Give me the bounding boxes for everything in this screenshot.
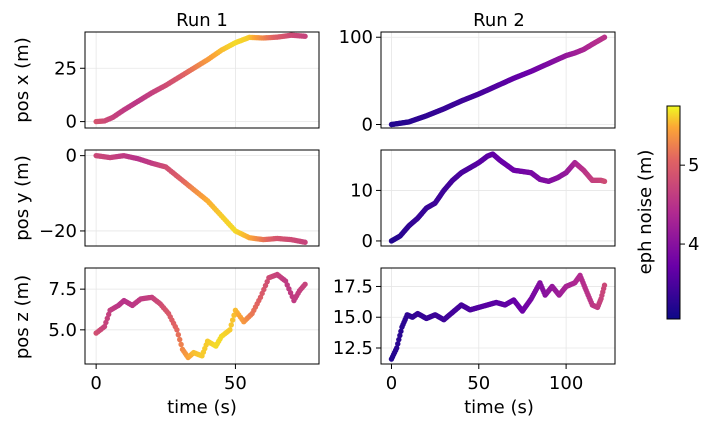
y-tick-label: 15.0 bbox=[333, 307, 373, 328]
data-point bbox=[395, 341, 401, 347]
data-point bbox=[177, 336, 183, 343]
plot-frame bbox=[84, 267, 320, 365]
data-point bbox=[227, 327, 233, 333]
data-point bbox=[302, 281, 308, 287]
plot-frame bbox=[84, 31, 320, 129]
ylabel-pos-z: pos z (m) bbox=[12, 275, 33, 359]
plot-frame bbox=[380, 267, 616, 365]
ylabel-pos-y: pos y (m) bbox=[12, 155, 33, 241]
data-point bbox=[175, 332, 182, 338]
data-point bbox=[302, 33, 308, 39]
x-tick-label: 100 bbox=[549, 373, 583, 394]
data-point bbox=[228, 322, 234, 328]
ylabel-pos-x: pos x (m) bbox=[12, 37, 33, 123]
x-tick-label: 0 bbox=[90, 373, 101, 394]
data-point bbox=[229, 317, 236, 323]
plot-frame bbox=[380, 149, 616, 247]
plot-frame bbox=[380, 31, 616, 129]
colorbar-gradient bbox=[666, 105, 681, 320]
panel-3-2: 12.5 15.0 17.5 0 50 100 bbox=[333, 267, 616, 394]
y-tick-label: 0 bbox=[66, 112, 77, 133]
data-point bbox=[178, 341, 184, 348]
data-point bbox=[601, 178, 608, 185]
y-tick-label: −20 bbox=[39, 221, 77, 242]
panel-1-2: 0 100 bbox=[339, 27, 616, 136]
data-point bbox=[397, 332, 403, 339]
column-title-run-2: Run 2 bbox=[473, 10, 525, 31]
data-point bbox=[103, 319, 109, 326]
panel-1-1: 0 25 bbox=[54, 31, 320, 133]
colorbar: 4 5 eph noise (m) bbox=[635, 105, 699, 320]
data-point bbox=[302, 239, 308, 245]
xlabel-run-1: time (s) bbox=[167, 397, 237, 418]
data-point bbox=[174, 327, 180, 333]
xlabel-run-2: time (s) bbox=[464, 397, 534, 418]
panel-3-1: 5.0 7.5 0 50 bbox=[48, 267, 320, 394]
colorbar-tick-label: 4 bbox=[688, 234, 699, 255]
data-point bbox=[394, 345, 400, 351]
column-title-run-1: Run 1 bbox=[176, 10, 228, 31]
data-point bbox=[104, 315, 110, 322]
x-tick-label: 50 bbox=[224, 373, 247, 394]
panel-2-1: 0 −20 bbox=[39, 146, 320, 247]
y-tick-label: 5.0 bbox=[48, 320, 77, 341]
y-tick-label: 0 bbox=[66, 146, 77, 167]
x-tick-label: 0 bbox=[386, 373, 397, 394]
data-point bbox=[105, 311, 112, 318]
y-tick-label: 10 bbox=[350, 180, 373, 201]
data-point bbox=[601, 34, 608, 40]
y-tick-label: 0 bbox=[362, 115, 373, 136]
colorbar-tick-label: 5 bbox=[688, 155, 699, 176]
y-tick-label: 100 bbox=[339, 27, 373, 48]
panel-grid: 0 25 0 100 0 −20 0 10 5.0 7.5 0 50 12.5 15.0 17.5 0 50 10… bbox=[39, 27, 616, 394]
data-point bbox=[101, 323, 108, 330]
panel-2-2: 0 10 bbox=[350, 149, 616, 252]
y-tick-label: 25 bbox=[54, 58, 77, 79]
y-tick-label: 17.5 bbox=[333, 276, 373, 297]
x-tick-label: 50 bbox=[467, 373, 490, 394]
data-point bbox=[396, 336, 402, 343]
data-point bbox=[398, 328, 404, 334]
y-tick-label: 0 bbox=[362, 231, 373, 252]
colorbar-label: eph noise (m) bbox=[635, 150, 656, 275]
y-tick-label: 7.5 bbox=[48, 279, 77, 300]
data-point bbox=[601, 282, 608, 288]
y-tick-label: 12.5 bbox=[333, 338, 373, 359]
plot-frame bbox=[84, 149, 320, 247]
